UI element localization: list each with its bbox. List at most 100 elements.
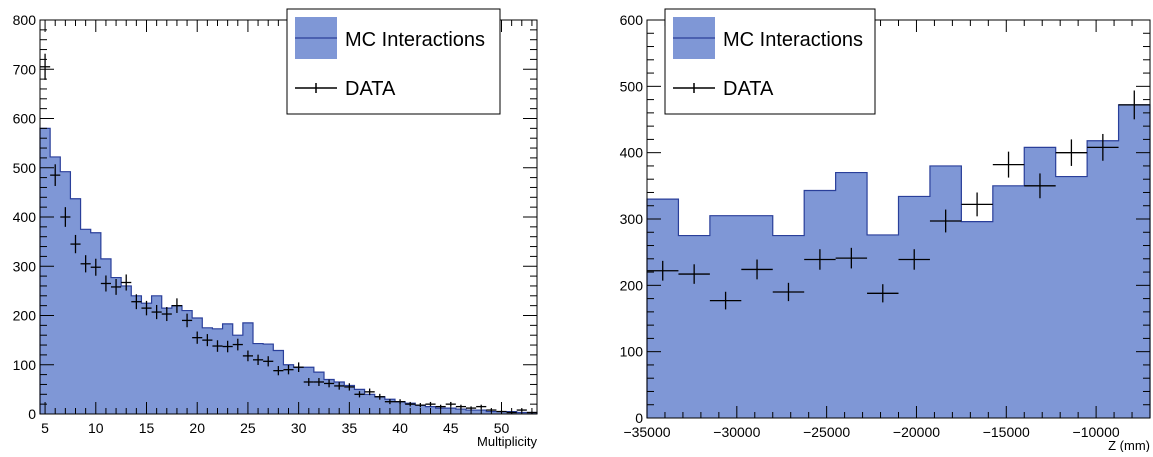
- mc-histogram-fill: [40, 128, 537, 414]
- data-point: [867, 284, 899, 303]
- data-point: [161, 307, 172, 322]
- x-tick-label: 20: [189, 420, 205, 436]
- data-point: [425, 401, 436, 407]
- data-point: [1118, 90, 1150, 120]
- y-tick-label: 0: [28, 406, 36, 422]
- data-point: [263, 356, 274, 367]
- data-point: [151, 304, 162, 320]
- y-tick-label: 300: [13, 258, 37, 274]
- x-tick-label: −15000: [983, 424, 1030, 440]
- data-point: [100, 275, 111, 292]
- x-tick-label: 15: [139, 420, 155, 436]
- data-point: [90, 258, 101, 276]
- y-tick-label: 500: [620, 78, 644, 94]
- data-point: [131, 294, 142, 310]
- data-point: [232, 338, 243, 351]
- legend: MC Interactions DATA: [664, 8, 876, 115]
- data-point: [678, 264, 710, 284]
- y-tick-label: 400: [620, 145, 644, 161]
- mc-histogram-outline: [646, 104, 1151, 418]
- x-tick-label: −35000: [623, 424, 670, 440]
- x-tick-label: 50: [494, 420, 510, 436]
- data-point: [772, 282, 805, 302]
- legend-data-label: DATA: [723, 78, 774, 100]
- data-point: [212, 340, 223, 352]
- x-tick-label: 10: [88, 420, 104, 436]
- data-point: [835, 247, 868, 269]
- data-point: [80, 255, 91, 273]
- mc-histogram-fill: [647, 104, 1150, 418]
- data-point: [253, 354, 264, 365]
- data-point: [141, 300, 152, 316]
- y-tick-label: 600: [620, 12, 644, 28]
- data-point: [1024, 173, 1056, 199]
- data-point: [303, 378, 314, 386]
- x-tick-label: −30000: [713, 424, 760, 440]
- x-tick-label: 5: [41, 420, 49, 436]
- y-tick-label: 400: [13, 209, 37, 225]
- x-tick-label: −25000: [803, 424, 850, 440]
- x-tick-label: 30: [291, 420, 307, 436]
- data-point: [334, 382, 345, 390]
- data-point: [898, 249, 930, 270]
- data-point: [804, 249, 836, 270]
- data-point: [354, 391, 365, 398]
- y-tick-label: 100: [13, 357, 37, 373]
- data-point: [242, 350, 253, 362]
- data-point: [709, 291, 742, 310]
- data-point: [111, 279, 122, 295]
- data-point: [273, 366, 284, 376]
- y-tick-label: 600: [13, 111, 37, 127]
- x-tick-label: 45: [443, 420, 459, 436]
- data-point: [992, 151, 1025, 178]
- chart-panel-1: 0 100 200 300 400 500 600 700 800 5 10 15 20 25 30 35 40…: [13, 8, 538, 449]
- mc-histogram-outline: [39, 127, 538, 414]
- y-tick-label: 300: [620, 211, 644, 227]
- x-tick-label: 40: [392, 420, 408, 436]
- data-point: [415, 403, 426, 408]
- data-point: [455, 404, 466, 409]
- data-point: [50, 164, 61, 186]
- data-point: [121, 274, 132, 291]
- data-point: [364, 388, 375, 396]
- x-axis-label: Multiplicity: [477, 434, 537, 449]
- x-tick-label: 25: [240, 420, 256, 436]
- data-point: [60, 207, 71, 227]
- data-point: [647, 260, 679, 281]
- data-point: [435, 404, 446, 409]
- data-point: [344, 383, 355, 391]
- data-point: [202, 334, 213, 347]
- y-tick-label: 500: [13, 160, 37, 176]
- legend: MC Interactions DATA: [286, 8, 501, 115]
- data-point: [171, 298, 182, 313]
- data-point: [222, 340, 233, 353]
- x-tick-label: −10000: [1073, 424, 1120, 440]
- data-point: [192, 331, 203, 344]
- data-point: [293, 362, 304, 373]
- data-point: [929, 209, 962, 233]
- legend-mc-label: MC Interactions: [723, 29, 863, 51]
- y-tick-label: 700: [13, 61, 37, 77]
- data-point: [324, 379, 335, 388]
- data-point: [70, 234, 81, 254]
- y-tick-label: 200: [13, 308, 37, 324]
- data-point: [405, 401, 416, 407]
- data-point: [476, 404, 487, 409]
- data-point: [1055, 139, 1088, 166]
- data-point: [1087, 133, 1119, 161]
- data-point: [384, 399, 395, 405]
- y-tick-label: 0: [635, 410, 643, 426]
- legend-data-label: DATA: [345, 78, 396, 100]
- data-point: [40, 53, 51, 80]
- chart-panel-2: 0 100 200 300 400 500 600 −35000 −30000 −25000 −20…: [620, 8, 1151, 453]
- data-point: [374, 393, 385, 400]
- y-tick-label: 200: [620, 277, 644, 293]
- y-tick-label: 800: [13, 12, 37, 28]
- x-tick-label: 35: [342, 420, 358, 436]
- x-tick-label: −20000: [893, 424, 940, 440]
- legend-mc-label: MC Interactions: [345, 29, 485, 51]
- data-point: [961, 192, 993, 217]
- data-point: [313, 378, 324, 386]
